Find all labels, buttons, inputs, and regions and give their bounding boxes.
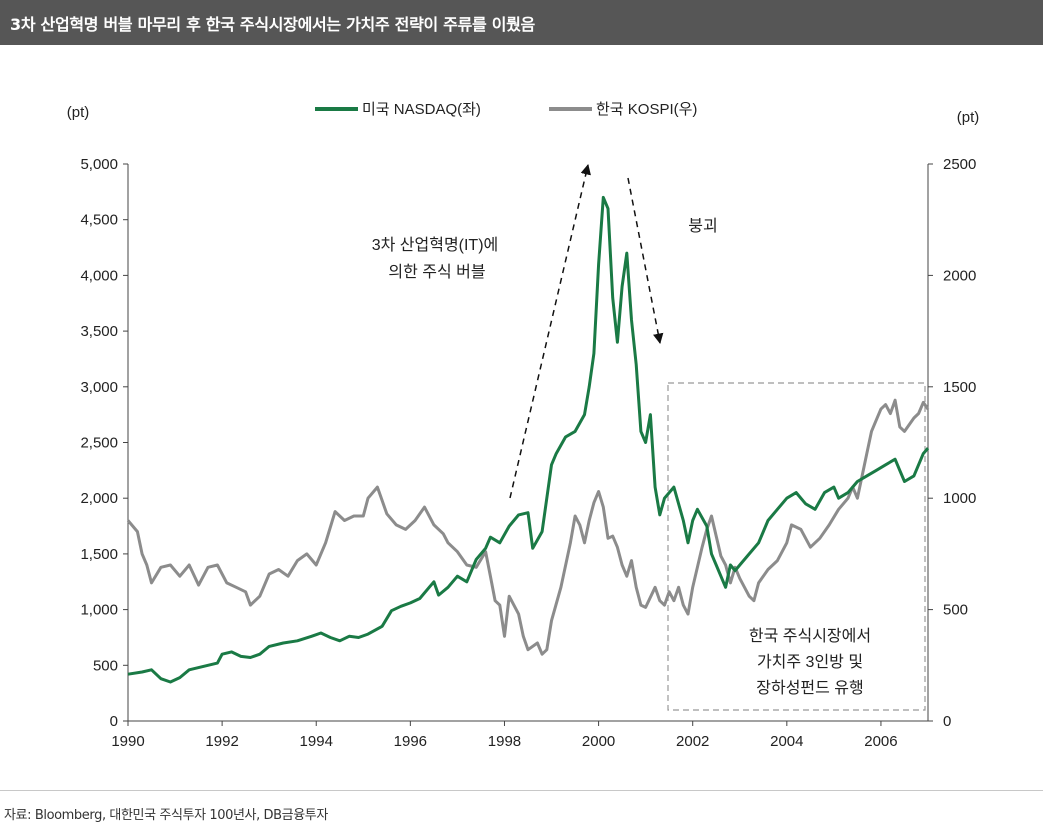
bubble-annotation-line1: 3차 산업혁명(IT)에 xyxy=(372,236,499,254)
nasdaq-series-line xyxy=(127,195,930,684)
value-annotation-line1: 한국 주식시장에서 xyxy=(749,627,871,645)
y-right-tick-label: 500 xyxy=(943,602,968,619)
y-left-tick-label: 3,000 xyxy=(80,379,118,396)
x-tick-label: 1996 xyxy=(394,733,427,750)
y-right-ticks: 0 500 1000 1500 2000 2500 xyxy=(928,156,976,730)
x-ticks: 1990 1992 1994 1996 1998 2000 2002 2004 2006 xyxy=(111,721,898,750)
x-tick-label: 1990 xyxy=(111,733,144,750)
value-annotation-line3: 장하성펀드 유행 xyxy=(756,679,864,697)
chart-title: 3차 산업혁명 버블 마무리 후 한국 주식시장에서는 가치주 전략이 주류를 … xyxy=(10,15,535,34)
x-tick-label: 2006 xyxy=(864,733,897,750)
value-annotation-line2: 가치주 3인방 및 xyxy=(757,653,863,671)
source-divider xyxy=(0,790,1043,791)
bubble-annotation-line2: 의한 주식 버블 xyxy=(388,263,485,281)
y-left-tick-label: 4,500 xyxy=(80,212,118,229)
chart-canvas: (pt) (pt) 미국 NASDAQ(좌) 한국 KOSPI(우) 0 500 1… xyxy=(67,101,980,750)
y-left-unit: (pt) xyxy=(67,104,90,121)
y-left-tick-label: 1,500 xyxy=(80,546,118,563)
x-tick-label: 1994 xyxy=(300,733,333,750)
y-left-tick-label: 0 xyxy=(110,713,118,730)
legend: 미국 NASDAQ(좌) 한국 KOSPI(우) xyxy=(315,101,697,118)
legend-nasdaq-label: 미국 NASDAQ(좌) xyxy=(362,101,481,118)
y-left-ticks: 0 500 1,000 1,500 2,000 2,500 3,000 3,500 4,000 4… xyxy=(80,156,128,730)
x-tick-label: 1998 xyxy=(488,733,521,750)
value-era-box xyxy=(667,382,926,711)
y-left-tick-label: 500 xyxy=(93,657,118,674)
x-tick-label: 2004 xyxy=(770,733,803,750)
y-left-tick-label: 1,000 xyxy=(80,602,118,619)
x-tick-label: 2000 xyxy=(582,733,615,750)
y-left-tick-label: 4,000 xyxy=(80,267,118,284)
y-right-tick-label: 0 xyxy=(943,713,951,730)
legend-kospi-label: 한국 KOSPI(우) xyxy=(596,101,697,118)
x-tick-label: 1992 xyxy=(205,733,238,750)
y-right-tick-label: 2000 xyxy=(943,267,976,284)
y-left-tick-label: 5,000 xyxy=(80,156,118,173)
title-bar: 3차 산업혁명 버블 마무리 후 한국 주식시장에서는 가치주 전략이 주류를 … xyxy=(0,0,1043,45)
y-left-tick-label: 3,500 xyxy=(80,323,118,340)
source-note: 자료: Bloomberg, 대한민국 주식투자 100년사, DB금융투자 xyxy=(4,808,328,823)
x-tick-label: 2002 xyxy=(676,733,709,750)
collapse-annotation: 붕괴 xyxy=(688,217,717,235)
y-right-tick-label: 1500 xyxy=(943,379,976,396)
y-left-tick-label: 2,000 xyxy=(80,490,118,507)
y-right-unit: (pt) xyxy=(957,109,980,126)
y-right-tick-label: 2500 xyxy=(943,156,976,173)
y-right-tick-label: 1000 xyxy=(943,490,976,507)
bubble-rise-arrow xyxy=(509,163,591,499)
kospi-series-line xyxy=(126,398,930,656)
y-left-tick-label: 2,500 xyxy=(80,435,118,452)
